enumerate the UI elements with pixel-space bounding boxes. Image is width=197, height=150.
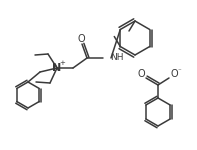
Text: +: +: [59, 60, 65, 66]
Text: O: O: [77, 34, 85, 44]
Text: O: O: [137, 69, 145, 79]
Text: O: O: [170, 69, 178, 79]
Text: NH: NH: [110, 52, 124, 62]
Text: ⁻: ⁻: [177, 68, 181, 74]
Text: N: N: [52, 63, 62, 73]
